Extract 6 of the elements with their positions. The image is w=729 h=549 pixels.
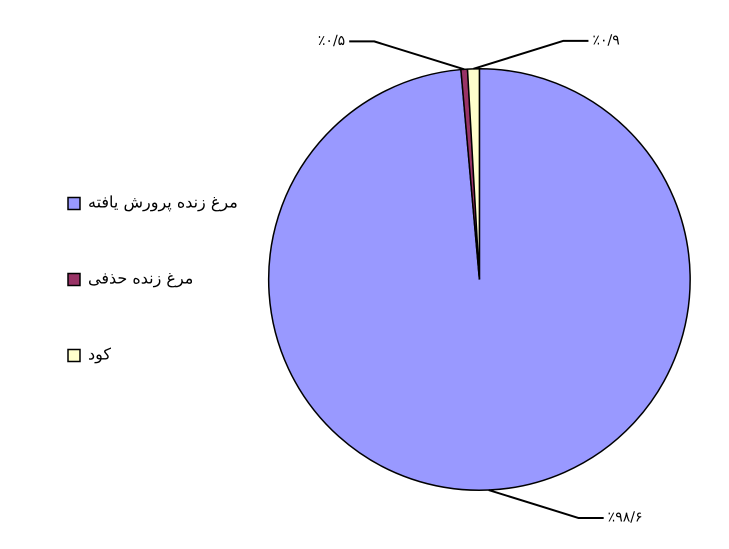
legend-label: مرغ زنده پرورش یافته: [88, 192, 238, 212]
legend-label: مرغ زنده حذفی: [88, 268, 194, 288]
data-label: ٪۹۸/۶: [608, 510, 642, 526]
legend-label: کود: [88, 344, 112, 364]
data-label: ٪۰/۹: [592, 32, 620, 48]
data-label: ٪۰/۵: [318, 33, 346, 50]
